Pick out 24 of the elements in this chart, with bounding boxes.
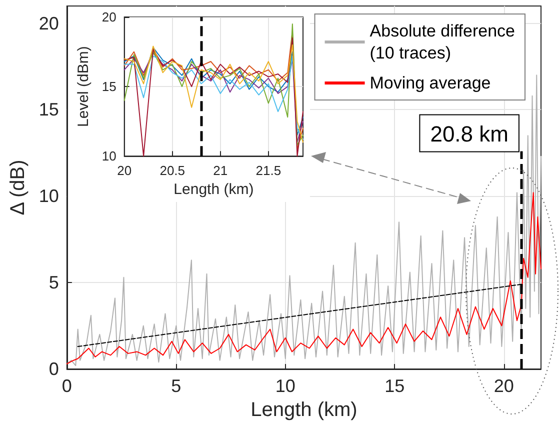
x-tick-label: 20.5 <box>160 163 186 178</box>
x-tick-label: 15 <box>384 376 405 396</box>
x-tick-label: 20 <box>117 163 132 178</box>
y-tick-label: 15 <box>38 100 59 120</box>
y-tick-label: 0 <box>48 359 59 379</box>
x-tick-label: 0 <box>62 376 72 396</box>
y-tick-label: 15 <box>102 79 116 94</box>
y-tick-label: 20 <box>102 10 116 24</box>
x-tick-label: 21.5 <box>256 163 282 178</box>
legend-label: Moving average <box>370 74 491 92</box>
x-tick-label: 21 <box>213 163 228 178</box>
y-tick-label: 10 <box>38 186 59 206</box>
x-axis-title: Length (km) <box>174 181 254 198</box>
ref-line-label: 20.8 km <box>430 122 508 147</box>
x-axis-title: Length (km) <box>250 398 358 421</box>
y-tick-label: 10 <box>102 148 116 164</box>
y-axis-title: Level (dBm) <box>75 46 92 127</box>
x-tick-label: 10 <box>275 376 296 396</box>
x-tick-label: 5 <box>171 376 182 396</box>
y-tick-label: 20 <box>38 13 59 34</box>
y-axis-title: Δ (dB) <box>7 160 29 216</box>
x-tick-label: 20 <box>494 376 514 396</box>
y-tick-label: 5 <box>48 272 59 293</box>
legend-label: Absolute difference (10 traces) <box>370 22 516 62</box>
